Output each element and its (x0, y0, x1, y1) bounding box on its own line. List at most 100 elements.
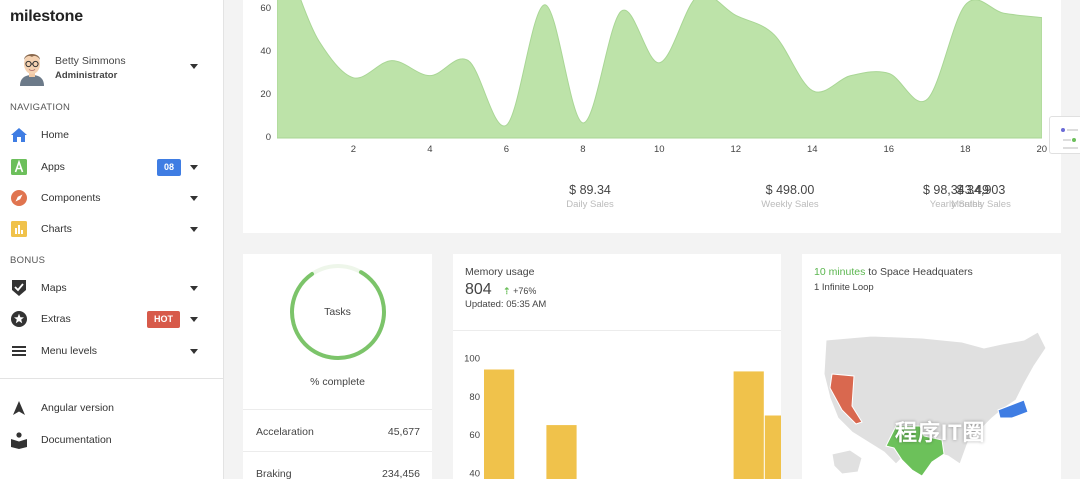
sidebar-item-documentation[interactable]: Documentation (0, 426, 223, 454)
sidebar-item-label: Extras (41, 313, 71, 325)
x-tick-label: 8 (580, 144, 586, 155)
y-tick-label: 80 (469, 392, 480, 403)
map-region-texas (885, 425, 945, 477)
y-tick-label: 40 (260, 46, 271, 57)
chevron-down-icon[interactable] (190, 317, 198, 322)
metric-row: Braking 234,456 (243, 451, 432, 479)
stat-value: $ 34,903 (956, 183, 1006, 197)
stat-monthly-sales: $ 34,903 Monthly Sales (921, 183, 1041, 210)
x-tick-label: 4 (427, 144, 433, 155)
sidebar-item-label: Documentation (41, 434, 112, 446)
y-tick-label: 100 (464, 354, 480, 365)
progress-arc (290, 264, 386, 360)
sales-chart-card: 60 40 20 0 2 4 6 8 10 12 14 16 18 20 $ 89.34 Daily S… (243, 0, 1061, 233)
user-role: Administrator (55, 70, 118, 81)
stat-weekly-sales: $ 498.00 Weekly Sales (730, 183, 850, 210)
bar (484, 369, 515, 479)
area-series (277, 0, 1042, 139)
avatar (20, 54, 44, 86)
stat-label: Daily Sales (566, 199, 614, 210)
watermark-text: 程序IT圈 (895, 420, 986, 445)
sliders-icon (1061, 128, 1078, 149)
memory-updated: Updated: 05:35 AM (465, 299, 547, 310)
x-tick-label: 10 (654, 144, 665, 155)
brand-logo[interactable]: milestone (10, 8, 83, 25)
sidebar-item-label: Home (41, 129, 70, 141)
y-tick-label: 0 (265, 132, 271, 143)
tasks-card: Tasks % complete Accelaration 45,677 Bra… (243, 254, 432, 479)
map-region-alaska (831, 449, 863, 475)
navigation-arrow-icon (13, 401, 25, 415)
metric-value: 234,456 (382, 468, 420, 479)
stat-yearly-sales: $ 98,343.49 Yearly Sales (896, 183, 1016, 210)
sidebar-item-label: Apps (41, 161, 65, 173)
user-name: Betty Simmons (55, 55, 126, 67)
sidebar-item-label: Angular version (41, 402, 114, 414)
memory-delta-value: +76% (513, 286, 537, 296)
chevron-down-icon[interactable] (190, 196, 198, 201)
sidebar-item-charts[interactable]: Charts (0, 215, 223, 243)
usa-map[interactable] (802, 314, 1061, 479)
shield-check-icon (12, 280, 26, 296)
user-menu-chevron-down-icon[interactable] (190, 64, 198, 69)
map-title: 10 minutes to Space Headquaters (814, 266, 973, 278)
map-region-carolina (997, 399, 1029, 419)
x-tick-label: 14 (807, 144, 818, 155)
chevron-down-icon[interactable] (190, 227, 198, 232)
compass-icon (11, 190, 27, 206)
sidebar-item-angular[interactable]: Angular version (0, 394, 223, 422)
sidebar-item-label: Charts (41, 223, 72, 235)
stat-value: $ 89.34 (569, 183, 611, 197)
chevron-down-icon[interactable] (190, 349, 198, 354)
section-navigation-label: NAVIGATION (10, 102, 71, 113)
tasks-progress-ring (290, 264, 386, 360)
x-tick-label: 12 (730, 144, 742, 155)
bar-chart-icon (11, 221, 27, 237)
metric-label: Accelaration (256, 426, 314, 438)
memory-value: 804 (465, 281, 492, 298)
y-tick-label: 40 (469, 469, 480, 479)
card-divider (453, 330, 781, 331)
area-chart (277, 0, 1042, 139)
sidebar-item-components[interactable]: Components (0, 184, 223, 212)
x-tick-label: 6 (503, 144, 510, 155)
sidebar-item-label: Components (41, 192, 101, 204)
arrow-up-icon: ⇡ (503, 286, 511, 296)
user-profile[interactable]: Betty Simmons Administrator (12, 48, 212, 88)
bar (733, 371, 764, 479)
bar-chart: 100 80 60 40 (464, 354, 781, 479)
sidebar-item-home[interactable]: Home (0, 121, 223, 149)
chevron-down-icon[interactable] (190, 286, 198, 291)
sidebar-item-label: Menu levels (41, 345, 98, 357)
bar (764, 415, 781, 479)
star-icon (11, 311, 27, 327)
sidebar-item-apps[interactable]: Apps 08 (0, 153, 223, 181)
chevron-down-icon[interactable] (190, 165, 198, 170)
menu-icon (12, 346, 26, 356)
stat-value: $ 498.00 (765, 183, 815, 197)
tasks-title: Tasks (324, 306, 351, 318)
sidebar: milestone Betty Simmons Administrator NA… (0, 0, 224, 479)
settings-side-tab[interactable] (1049, 116, 1080, 154)
x-tick-label: 18 (960, 144, 971, 155)
stat-label: Yearly Sales (929, 199, 983, 210)
x-tick-label: 20 (1036, 144, 1048, 155)
map-region-nevada (829, 373, 863, 425)
stat-label: Weekly Sales (761, 199, 819, 210)
memory-usage-card: Memory usage 804 ⇡ +76% Updated: 05:35 A… (453, 254, 781, 479)
stat-value: $ 98,343.49 (922, 183, 990, 197)
memory-delta: ⇡ +76% (503, 286, 536, 297)
sidebar-item-menu-levels[interactable]: Menu levels (0, 337, 223, 365)
hot-badge: HOT (147, 311, 180, 328)
sidebar-item-label: Maps (41, 282, 67, 294)
map-region-base (823, 331, 1047, 465)
home-icon (11, 128, 27, 142)
y-tick-label: 60 (260, 3, 271, 14)
stat-daily-sales: $ 89.34 Daily Sales (530, 183, 650, 210)
book-reader-icon (11, 432, 27, 449)
sidebar-item-extras[interactable]: Extras HOT (0, 305, 223, 333)
tasks-subtitle: % complete (310, 376, 365, 388)
x-tick-label: 16 (883, 144, 895, 155)
sidebar-item-maps[interactable]: Maps (0, 274, 223, 302)
sidebar-divider (0, 378, 223, 379)
